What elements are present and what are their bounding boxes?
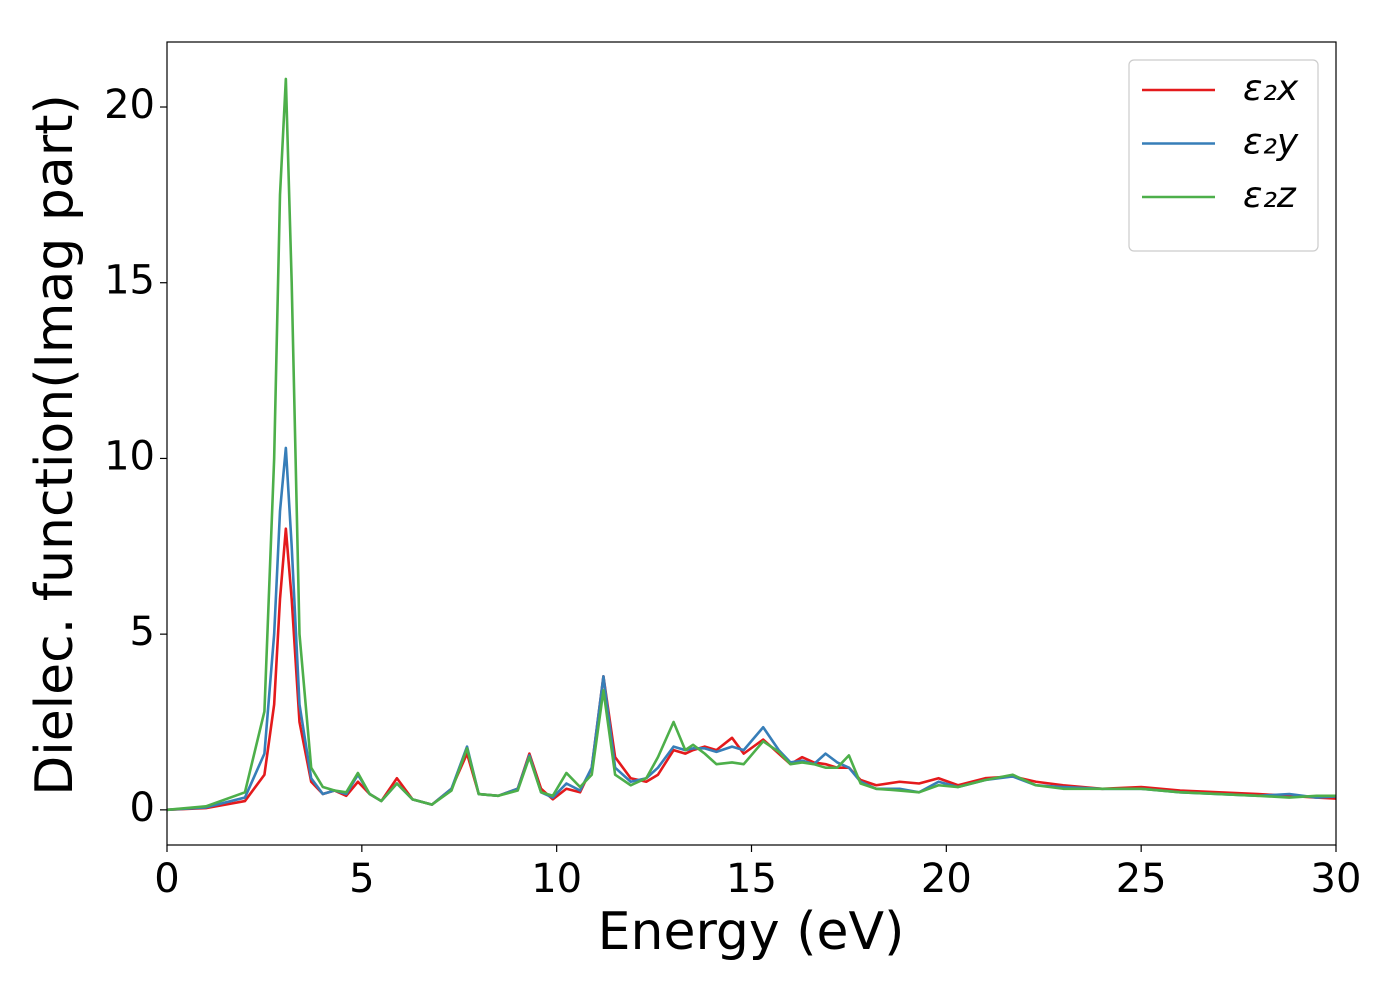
- y-tick-label: 0: [130, 785, 155, 831]
- y-tick-label: 20: [104, 82, 155, 128]
- legend-label: ε₂x: [1243, 68, 1299, 109]
- data-line: [167, 527, 1336, 812]
- data-line: [167, 77, 1336, 812]
- x-tick-label: 10: [531, 856, 582, 902]
- legend-box: [1128, 59, 1319, 252]
- y-tick-label: 10: [104, 433, 155, 479]
- legend-label: ε₂z: [1243, 175, 1297, 216]
- x-tick-label: 20: [921, 856, 972, 902]
- x-tick-label: 25: [1116, 856, 1167, 902]
- x-tick-label: 0: [154, 856, 179, 902]
- y-tick-label: 5: [130, 609, 155, 655]
- plot-frame: [166, 41, 1337, 846]
- y-axis-title: Dielec. function(Imag part): [25, 94, 85, 796]
- x-axis-title: Energy (eV): [598, 902, 905, 962]
- legend-label: ε₂y: [1243, 122, 1299, 163]
- x-tick-label: 15: [726, 856, 777, 902]
- x-tick-label: 5: [349, 856, 374, 902]
- x-tick-label: 30: [1311, 856, 1362, 902]
- y-tick-label: 15: [104, 258, 155, 304]
